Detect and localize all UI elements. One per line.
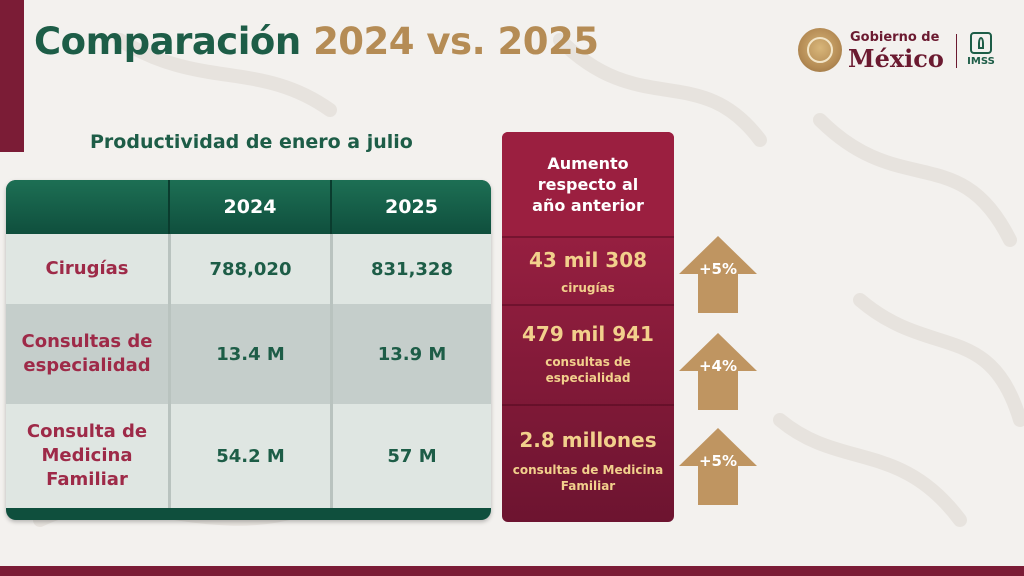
increase-arrow-especialidad: +4% xyxy=(678,331,758,411)
row-label-medicina-familiar: Consulta de Medicina Familiar xyxy=(26,421,148,490)
header-empty-cell xyxy=(6,180,168,234)
increase-desc: consultas de Medicina Familiar xyxy=(512,463,664,493)
logo-mexico-text: México xyxy=(848,44,944,73)
row-label-consultas-especialidad: Consultas de especialidad xyxy=(21,331,153,376)
increase-desc: cirugías xyxy=(561,281,615,295)
increase-arrow-cirugias: +5% xyxy=(678,234,758,314)
increase-pct: +5% xyxy=(698,452,738,470)
imss-logo: IMSS xyxy=(964,32,998,72)
left-accent-bar xyxy=(0,0,24,152)
title-years: 2024 vs. 2025 xyxy=(313,20,599,63)
imss-logo-icon xyxy=(970,32,992,54)
increase-panel: Aumento respecto al año anterior 43 mil … xyxy=(502,132,674,522)
section-subtitle: Productividad de enero a julio xyxy=(90,131,413,153)
header-2024: 2024 xyxy=(223,196,277,218)
table-header-row: 2024 2025 xyxy=(6,180,491,234)
imss-logo-text: IMSS xyxy=(967,56,995,67)
increase-panel-title: Aumento respecto al año anterior xyxy=(502,132,674,236)
up-arrow-icon xyxy=(679,333,757,410)
cell-cirugias-2025: 831,328 xyxy=(371,258,453,280)
increase-desc: consultas de especialidad xyxy=(545,355,631,385)
up-arrow-icon xyxy=(679,428,757,505)
increase-arrow-medicina-familiar: +5% xyxy=(678,426,758,506)
cell-cirugias-2024: 788,020 xyxy=(209,258,292,280)
bottom-accent-bar xyxy=(0,566,1024,576)
comparison-table: 2024 2025 Cirugías 788,020 831,328 Consu… xyxy=(6,180,491,520)
increase-value: 43 mil 308 xyxy=(528,248,648,272)
cell-especialidad-2024: 13.4 M xyxy=(216,343,285,365)
increase-value: 479 mil 941 xyxy=(522,322,654,346)
logo-divider xyxy=(956,34,957,68)
up-arrow-icon xyxy=(679,236,757,313)
table-row: Consulta de Medicina Familiar 54.2 M 57 … xyxy=(6,404,491,508)
table-row: Consultas de especialidad 13.4 M 13.9 M xyxy=(6,304,491,404)
table-row: Cirugías 788,020 831,328 xyxy=(6,234,491,304)
increase-item-cirugias: 43 mil 308 cirugías xyxy=(502,248,674,296)
increase-item-medicina-familiar: 2.8 millones consultas de Medicina Famil… xyxy=(502,428,674,494)
increase-item-especialidad: 479 mil 941 consultas de especialidad xyxy=(502,322,674,386)
gobierno-imss-logo: Gobierno de México IMSS xyxy=(798,26,1003,78)
logo-gobierno-text: Gobierno de xyxy=(850,30,940,45)
cell-especialidad-2025: 13.9 M xyxy=(377,343,447,365)
increase-value: 2.8 millones xyxy=(519,428,657,452)
increase-panel-title-text: Aumento respecto al año anterior xyxy=(532,153,644,215)
page-title: Comparación 2024 vs. 2025 xyxy=(34,20,599,63)
title-comparacion: Comparación xyxy=(34,20,301,63)
header-2025: 2025 xyxy=(385,196,438,218)
cell-familiar-2024: 54.2 M xyxy=(216,445,285,467)
coat-of-arms-icon xyxy=(798,28,842,72)
increase-pct: +5% xyxy=(698,260,738,278)
cell-familiar-2025: 57 M xyxy=(387,445,437,467)
row-label-cirugias: Cirugías xyxy=(45,258,129,279)
increase-pct: +4% xyxy=(698,357,738,375)
